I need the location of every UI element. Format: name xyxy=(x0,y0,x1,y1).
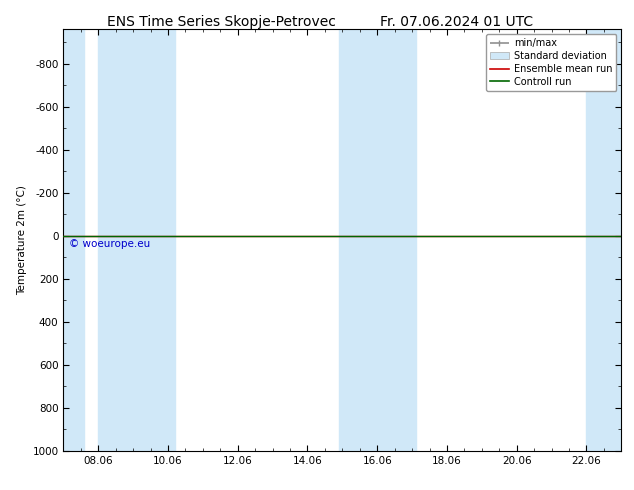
Bar xyxy=(586,29,621,451)
Text: Fr. 07.06.2024 01 UTC: Fr. 07.06.2024 01 UTC xyxy=(380,15,533,29)
Text: © woeurope.eu: © woeurope.eu xyxy=(69,239,150,249)
Bar xyxy=(98,29,175,451)
Y-axis label: Temperature 2m (°C): Temperature 2m (°C) xyxy=(17,185,27,295)
Text: ENS Time Series Skopje-Petrovec: ENS Time Series Skopje-Petrovec xyxy=(107,15,337,29)
Legend: min/max, Standard deviation, Ensemble mean run, Controll run: min/max, Standard deviation, Ensemble me… xyxy=(486,34,616,91)
Bar xyxy=(339,29,394,451)
Bar xyxy=(394,29,416,451)
Bar xyxy=(63,29,84,451)
